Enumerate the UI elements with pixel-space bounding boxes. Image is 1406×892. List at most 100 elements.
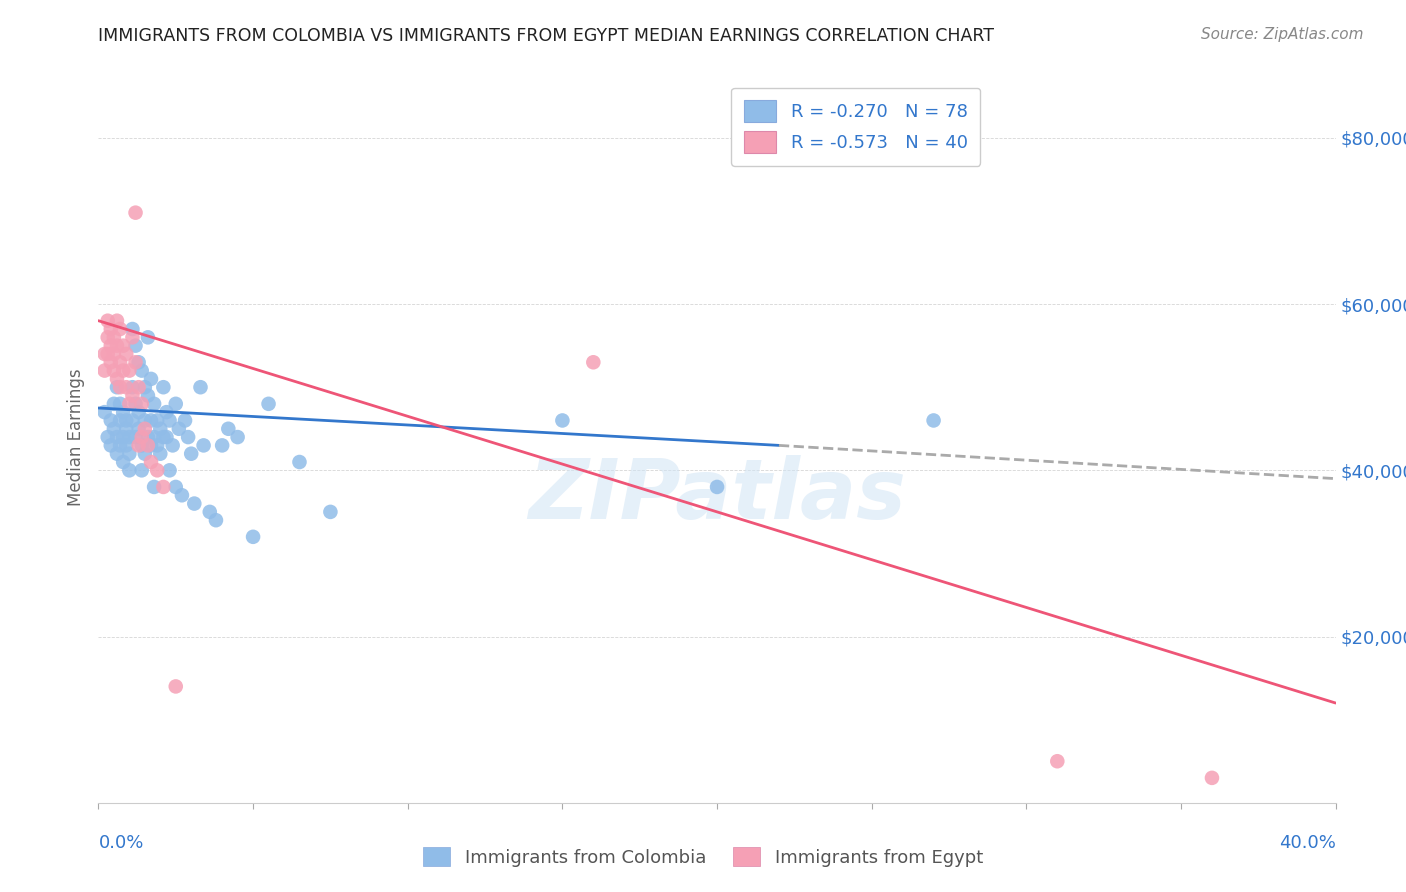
Point xyxy=(190,380,212,394)
Point xyxy=(105,314,128,328)
Point xyxy=(124,339,146,353)
Point xyxy=(143,430,166,444)
Point xyxy=(105,372,128,386)
Point xyxy=(288,455,311,469)
Point xyxy=(103,330,125,344)
Point xyxy=(118,447,141,461)
Point xyxy=(198,505,221,519)
Point xyxy=(226,430,249,444)
Point xyxy=(211,438,233,452)
Point xyxy=(105,339,128,353)
Point xyxy=(93,363,115,377)
Point xyxy=(108,355,131,369)
Y-axis label: Median Earnings: Median Earnings xyxy=(66,368,84,506)
Point xyxy=(97,314,120,328)
Point xyxy=(131,397,153,411)
Point xyxy=(100,413,122,427)
Text: ZIPatlas: ZIPatlas xyxy=(529,455,905,536)
Point xyxy=(217,422,239,436)
Point xyxy=(155,430,177,444)
Point xyxy=(93,405,115,419)
Point xyxy=(97,347,120,361)
Point xyxy=(136,430,159,444)
Point xyxy=(131,430,153,444)
Point xyxy=(131,438,153,452)
Point xyxy=(124,355,146,369)
Point xyxy=(205,513,228,527)
Point xyxy=(108,438,131,452)
Point xyxy=(108,413,131,427)
Point xyxy=(128,355,150,369)
Point xyxy=(582,355,605,369)
Point xyxy=(100,438,122,452)
Point xyxy=(136,438,159,452)
Text: Source: ZipAtlas.com: Source: ZipAtlas.com xyxy=(1201,27,1364,42)
Point xyxy=(139,438,162,452)
Point xyxy=(112,430,135,444)
Point xyxy=(108,380,131,394)
Point xyxy=(149,447,172,461)
Point xyxy=(118,397,141,411)
Point xyxy=(121,330,143,344)
Point xyxy=(100,339,122,353)
Point xyxy=(134,447,156,461)
Point xyxy=(121,413,143,427)
Point xyxy=(242,530,264,544)
Point xyxy=(128,438,150,452)
Point xyxy=(115,347,138,361)
Point xyxy=(159,413,181,427)
Point xyxy=(155,405,177,419)
Point xyxy=(124,430,146,444)
Point xyxy=(319,505,342,519)
Point xyxy=(139,455,162,469)
Point xyxy=(146,438,169,452)
Point xyxy=(162,438,184,452)
Point xyxy=(131,463,153,477)
Point xyxy=(115,413,138,427)
Point xyxy=(165,480,187,494)
Point xyxy=(118,430,141,444)
Point xyxy=(124,397,146,411)
Point xyxy=(170,488,193,502)
Point xyxy=(131,363,153,377)
Point xyxy=(183,497,205,511)
Point xyxy=(112,405,135,419)
Point xyxy=(128,422,150,436)
Point xyxy=(136,388,159,402)
Point xyxy=(105,447,128,461)
Point xyxy=(177,430,200,444)
Point xyxy=(134,413,156,427)
Point xyxy=(149,422,172,436)
Point xyxy=(97,430,120,444)
Point xyxy=(180,447,202,461)
Point xyxy=(112,455,135,469)
Text: 40.0%: 40.0% xyxy=(1279,834,1336,852)
Point xyxy=(136,330,159,344)
Point xyxy=(257,397,280,411)
Point xyxy=(97,330,120,344)
Point xyxy=(152,380,174,394)
Point xyxy=(103,422,125,436)
Point xyxy=(174,413,197,427)
Point xyxy=(115,422,138,436)
Point xyxy=(1046,754,1069,768)
Point xyxy=(121,322,143,336)
Point xyxy=(165,680,187,694)
Point xyxy=(103,397,125,411)
Point xyxy=(152,430,174,444)
Point xyxy=(93,347,115,361)
Point xyxy=(146,413,169,427)
Text: 0.0%: 0.0% xyxy=(98,834,143,852)
Point xyxy=(115,438,138,452)
Legend: R = -0.270   N = 78, R = -0.573   N = 40: R = -0.270 N = 78, R = -0.573 N = 40 xyxy=(731,87,980,166)
Point xyxy=(105,430,128,444)
Point xyxy=(100,355,122,369)
Point xyxy=(167,422,190,436)
Point xyxy=(922,413,945,427)
Point xyxy=(139,413,162,427)
Point xyxy=(143,480,166,494)
Point xyxy=(100,322,122,336)
Point xyxy=(118,463,141,477)
Point xyxy=(134,422,156,436)
Point xyxy=(143,397,166,411)
